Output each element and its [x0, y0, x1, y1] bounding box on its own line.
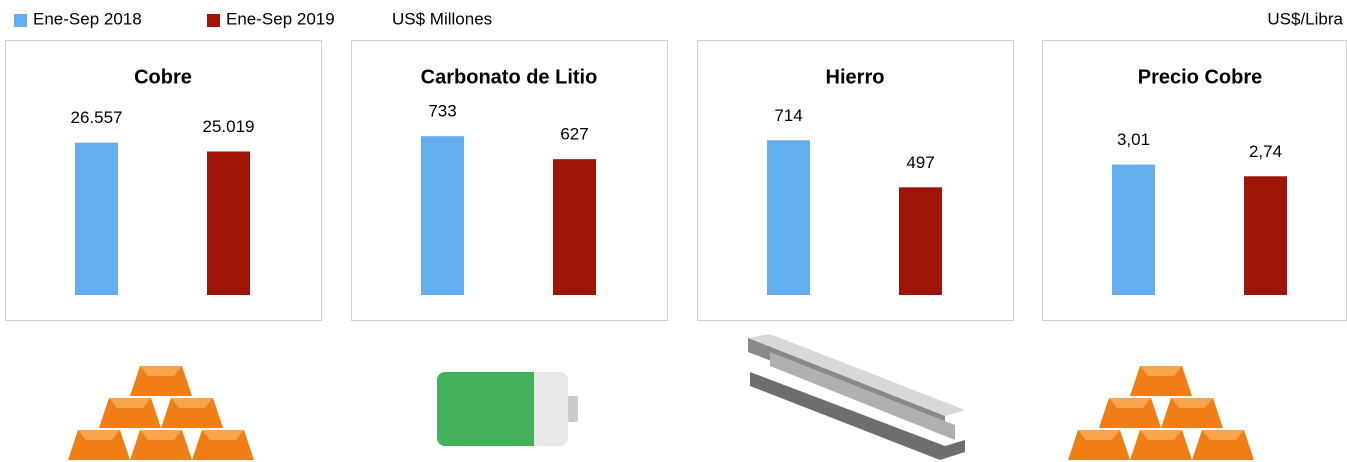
- bar: [899, 187, 942, 295]
- unit-label: US$/Libra: [1267, 9, 1343, 28]
- legend-swatch: [207, 14, 220, 27]
- legend-label: Ene-Sep 2018: [33, 9, 142, 28]
- bar: [207, 152, 250, 295]
- bar: [1112, 165, 1155, 295]
- page: {"legend": [{"name": "Ene-Sep 2018", "co…: [0, 0, 1347, 462]
- legend-label: Ene-Sep 2019: [226, 9, 335, 28]
- value-label: 25.019: [203, 117, 255, 136]
- bar: [1244, 176, 1287, 295]
- bar: [767, 140, 810, 295]
- value-label: 497: [906, 153, 934, 172]
- legend-swatch: [14, 14, 27, 27]
- steel-beam-icon: [748, 334, 965, 460]
- value-label: 3,01: [1117, 130, 1150, 149]
- gold-icon: [68, 366, 254, 460]
- dashboard: US$ Millones US$/Libra Ene-Sep 2018 Ene-S…: [0, 0, 1347, 462]
- value-label: 2,74: [1249, 142, 1282, 161]
- chart-title: Hierro: [826, 66, 885, 88]
- battery-icon: [437, 372, 578, 446]
- value-label: 733: [428, 102, 456, 121]
- value-label: 26.557: [71, 108, 123, 127]
- gold-icon: [1068, 366, 1254, 460]
- bar: [75, 143, 118, 295]
- unit-label: US$ Millones: [392, 9, 492, 28]
- bar: [421, 136, 464, 295]
- chart-title: Precio Cobre: [1138, 66, 1262, 88]
- value-label: 627: [560, 125, 588, 144]
- bar: [553, 159, 596, 295]
- chart-title: Cobre: [134, 66, 192, 88]
- chart-title: Carbonato de Litio: [421, 66, 598, 88]
- value-label: 714: [774, 106, 802, 125]
